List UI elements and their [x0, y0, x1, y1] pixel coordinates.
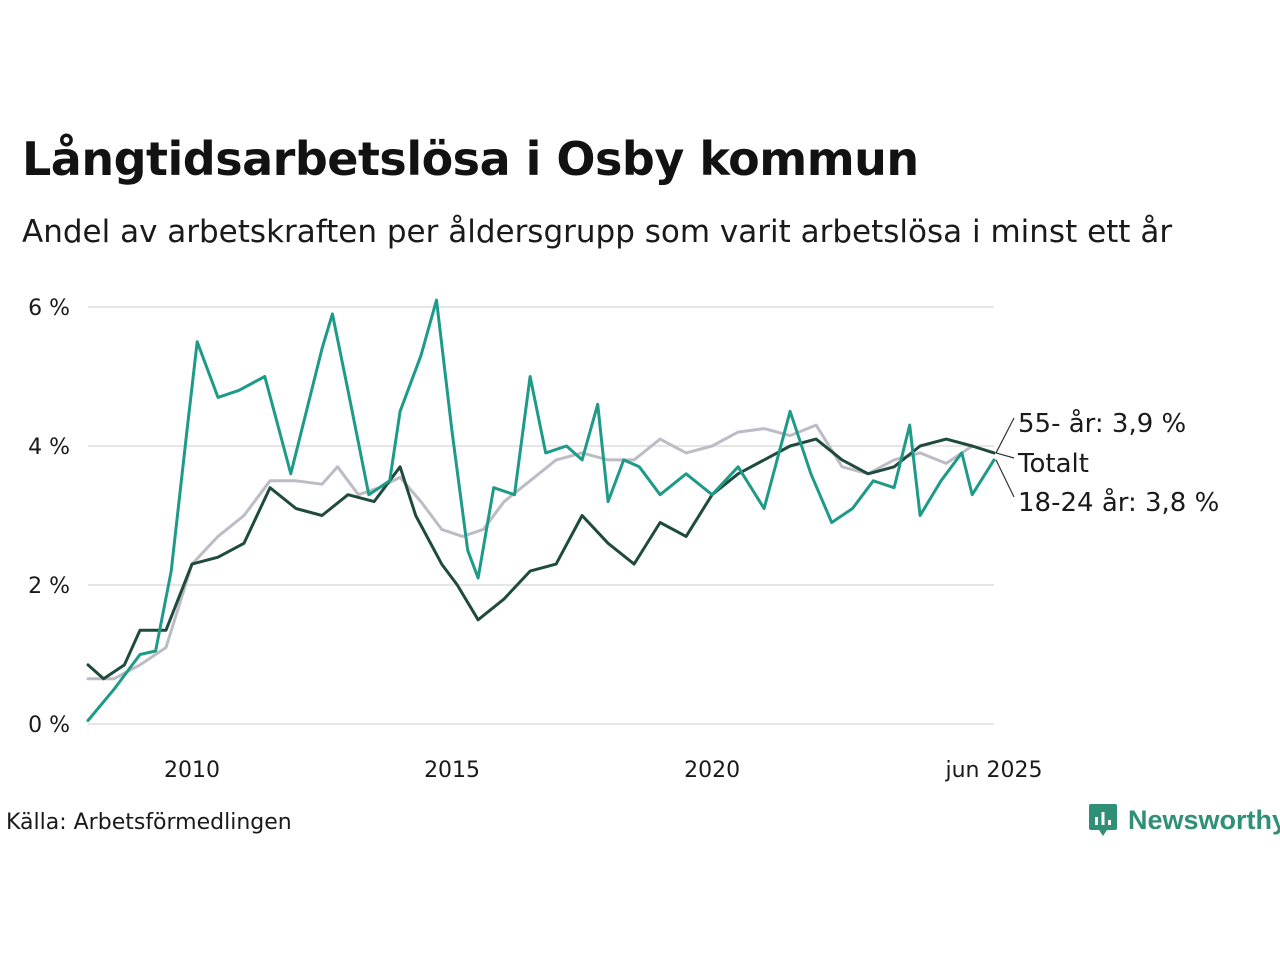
series-line-55-r [86, 423, 996, 681]
brand-logo[interactable]: Newsworthy [1088, 802, 1280, 838]
end-label-leader [995, 452, 1015, 459]
series-lines [86, 298, 996, 722]
y-tick-label: 6 % [28, 296, 70, 321]
x-tick-label: 2015 [424, 758, 480, 783]
newsworthy-logo-icon [1089, 804, 1117, 836]
series-line-18-24-r [86, 298, 996, 722]
end-labels: 55- år: 3,9 % Totalt 18-24 år: 3,8 % [995, 408, 1219, 518]
end-label: 18-24 år: 3,8 % [1018, 487, 1219, 518]
x-axis-tick-labels: 2010 2015 2020 jun 2025 [164, 758, 1042, 783]
source-credit: Källa: Arbetsförmedlingen [6, 810, 292, 835]
end-label-leader [995, 417, 1015, 454]
y-tick-label: 0 % [28, 713, 70, 738]
y-tick-label: 4 % [28, 435, 70, 460]
end-label-leader [995, 459, 1015, 498]
brand-name: Newsworthy [1128, 804, 1280, 835]
chart-title: Långtidsarbetslösa i Osby kommun [22, 132, 919, 186]
end-label: 55- år: 3,9 % [1018, 408, 1186, 439]
gridlines [88, 306, 994, 725]
x-tick-label: jun 2025 [945, 758, 1043, 783]
chart-subtitle: Andel av arbetskraften per åldersgrupp s… [22, 214, 1173, 250]
y-axis-tick-labels: 0 % 2 % 4 % 6 % [28, 296, 70, 738]
series-line-totalt [86, 437, 996, 681]
y-tick-label: 2 % [28, 574, 70, 599]
end-label: Totalt [1017, 449, 1089, 479]
x-tick-label: 2010 [164, 758, 220, 783]
x-tick-label: 2020 [684, 758, 740, 783]
